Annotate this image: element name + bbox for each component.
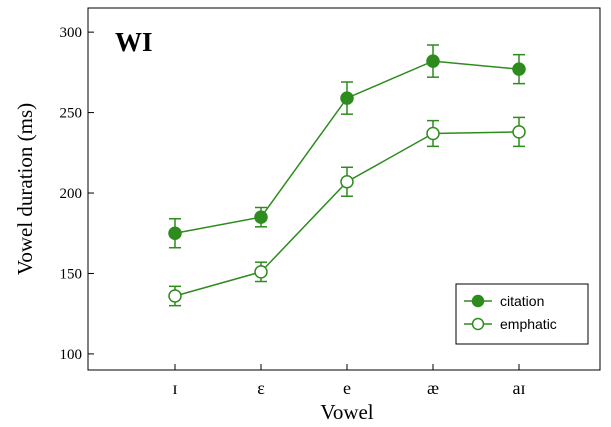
- data-point: [168, 226, 182, 240]
- series-citation: [168, 44, 526, 249]
- legend-box: [455, 283, 589, 345]
- panel-label: WI: [115, 27, 153, 57]
- series-layer: [168, 44, 526, 307]
- x-tick-label: e: [343, 378, 351, 398]
- x-tick-label: ɛ: [257, 378, 265, 398]
- data-point: [512, 62, 526, 76]
- x-tick-label: ɪ: [172, 378, 177, 398]
- data-point: [340, 175, 354, 189]
- x-axis: ɪ ɛ e æ aɪ: [172, 364, 526, 398]
- series-line: [174, 131, 520, 297]
- legend-label: citation: [500, 293, 544, 309]
- legend: citation emphatic: [455, 283, 589, 345]
- data-point: [254, 210, 268, 224]
- data-point: [254, 265, 268, 279]
- y-tick-label: 300: [60, 25, 83, 41]
- x-tick-label: aɪ: [513, 378, 526, 398]
- data-point: [426, 126, 440, 141]
- series-emphatic: [168, 116, 526, 307]
- y-axis: 100 150 200 250 300: [60, 25, 94, 363]
- y-tick-label: 150: [60, 266, 83, 282]
- y-axis-title: Vowel duration (ms): [13, 103, 37, 275]
- plot-frame: [87, 7, 601, 371]
- y-tick-label: 100: [60, 347, 83, 363]
- y-tick-label: 200: [60, 186, 83, 202]
- data-point: [168, 289, 182, 303]
- y-tick-label: 250: [60, 106, 83, 122]
- legend-item-emphatic: emphatic: [464, 316, 557, 332]
- legend-marker: [471, 317, 485, 331]
- legend-item-citation: citation: [464, 293, 544, 309]
- data-point: [340, 91, 354, 105]
- x-axis-title: Vowel: [320, 400, 373, 424]
- data-point: [426, 54, 440, 68]
- legend-label: emphatic: [500, 316, 557, 332]
- data-point: [512, 125, 526, 139]
- x-tick-label: æ: [427, 378, 439, 398]
- legend-marker: [471, 294, 485, 308]
